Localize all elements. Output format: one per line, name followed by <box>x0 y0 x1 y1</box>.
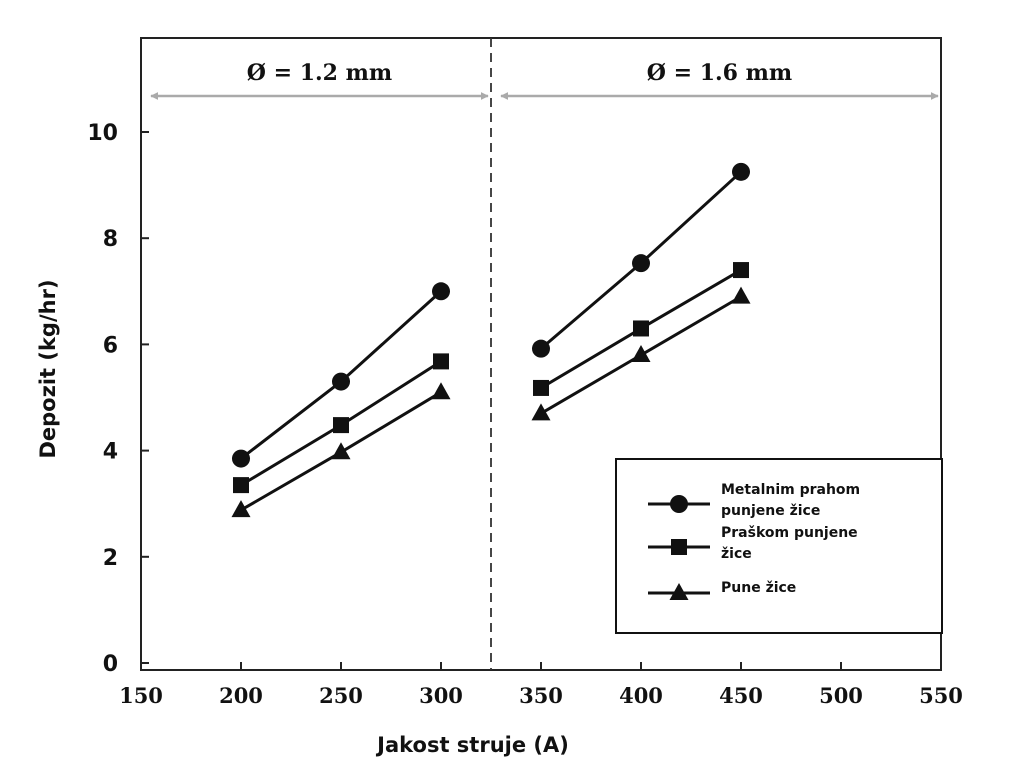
data-point <box>233 477 249 494</box>
y-tick-label: 6 <box>103 333 118 358</box>
diameter-label: Ø = 1.6 mm <box>647 60 792 86</box>
y-tick-label: 4 <box>103 440 118 465</box>
x-axis-label: Jakost struje (A) <box>375 733 569 757</box>
data-point <box>331 442 351 460</box>
legend-label: Praškom punjene <box>721 525 858 541</box>
data-point <box>733 262 749 279</box>
y-axis-label: Depozit (kg/hr) <box>36 279 60 458</box>
data-point <box>431 382 451 400</box>
data-point <box>632 254 650 273</box>
legend-item: Praškom punjene žice <box>648 525 858 562</box>
legend-item: Pune žice <box>648 580 796 600</box>
x-tick-label: 400 <box>619 683 663 708</box>
legend-label: Metalnim prahom <box>721 482 860 498</box>
x-tick-label: 250 <box>319 683 363 708</box>
x-tick-label: 300 <box>419 683 463 708</box>
series-square <box>233 262 749 494</box>
data-point <box>332 372 350 391</box>
legend-item: Metalnim prahom punjene žice <box>648 482 860 519</box>
series-circle <box>232 162 750 468</box>
y-tick-label: 0 <box>103 652 118 677</box>
diameter-annotations: Ø = 1.2 mm Ø = 1.6 mm <box>150 38 939 670</box>
data-point <box>433 353 449 370</box>
x-tick-label: 200 <box>219 683 263 708</box>
legend: Metalnim prahom punjene žice Praškom punje… <box>615 458 943 634</box>
data-point <box>231 500 251 518</box>
series-triangle <box>231 286 751 518</box>
data-point <box>533 379 549 396</box>
data-point <box>731 286 751 304</box>
x-axis: 150 200 250 300 350 400 450 500 550 <box>119 662 963 708</box>
x-tick-label: 500 <box>819 683 863 708</box>
data-point <box>232 449 250 468</box>
data-point <box>732 162 750 181</box>
data-point <box>432 282 450 301</box>
y-tick-label: 10 <box>87 121 118 146</box>
data-point <box>333 417 349 434</box>
series-group <box>231 162 751 518</box>
legend-marker <box>669 583 689 600</box>
y-tick-label: 2 <box>103 546 118 571</box>
diameter-label: Ø = 1.2 mm <box>247 60 392 86</box>
data-point <box>633 320 649 337</box>
legend-marker <box>670 495 688 513</box>
y-axis: 0 2 4 6 8 10 <box>87 121 149 677</box>
x-tick-label: 550 <box>919 683 963 708</box>
legend-marker <box>671 539 687 555</box>
legend-label: Pune žice <box>721 580 796 596</box>
data-point <box>532 339 550 358</box>
y-tick-label: 8 <box>103 227 118 252</box>
x-tick-label: 350 <box>519 683 563 708</box>
data-point <box>531 403 551 421</box>
legend-label: punjene žice <box>721 503 820 519</box>
legend-label: žice <box>721 546 752 562</box>
data-point <box>631 345 651 363</box>
x-tick-label: 450 <box>719 683 763 708</box>
x-tick-label: 150 <box>119 683 163 708</box>
